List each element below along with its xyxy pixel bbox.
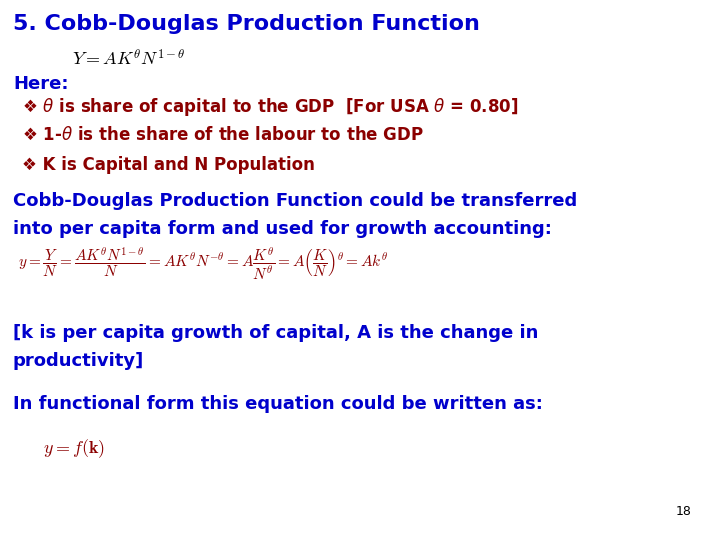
Text: In functional form this equation could be written as:: In functional form this equation could b…	[13, 395, 543, 413]
Text: ❖ $\theta$ is share of capital to the GDP  [For USA $\theta$ = 0.80]: ❖ $\theta$ is share of capital to the GD…	[22, 96, 518, 118]
Text: $y = $$f$$\mathbf{(k)}$: $y = $$f$$\mathbf{(k)}$	[43, 437, 105, 460]
Text: $y = \dfrac{Y}{N} = \dfrac{AK^{\theta}N^{1-\theta}}{N} = AK^{\theta}N^{-\theta} : $y = \dfrac{Y}{N} = \dfrac{AK^{\theta}N^…	[18, 246, 389, 282]
Text: ❖ K is Capital and N Population: ❖ K is Capital and N Population	[22, 156, 315, 173]
Text: Cobb-Douglas Production Function could be transferred: Cobb-Douglas Production Function could b…	[13, 192, 577, 210]
Text: 18: 18	[675, 505, 691, 518]
Text: $Y = AK^{\theta}N^{1-\theta}$: $Y = AK^{\theta}N^{1-\theta}$	[72, 49, 186, 69]
Text: into per capita form and used for growth accounting:: into per capita form and used for growth…	[13, 220, 552, 238]
Text: [k is per capita growth of capital, A is the change in: [k is per capita growth of capital, A is…	[13, 324, 539, 342]
Text: Here:: Here:	[13, 75, 68, 92]
Text: ❖ 1-$\theta$ is the share of the labour to the GDP: ❖ 1-$\theta$ is the share of the labour …	[22, 126, 423, 144]
Text: productivity]: productivity]	[13, 352, 144, 370]
Text: 5. Cobb-Douglas Production Function: 5. Cobb-Douglas Production Function	[13, 14, 480, 33]
